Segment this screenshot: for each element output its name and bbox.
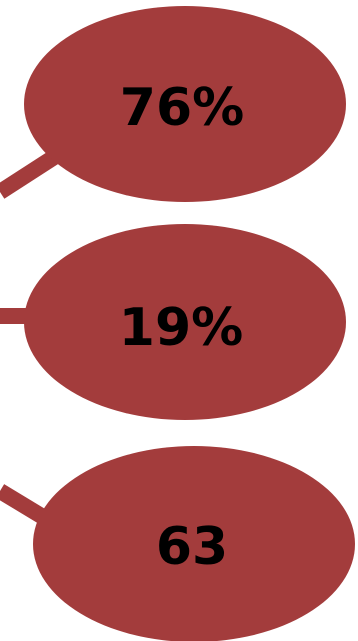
connector-line-3 (0, 484, 53, 527)
node-2-label: 19% (119, 298, 243, 358)
node-1-ellipse (24, 6, 346, 202)
node-2-ellipse (24, 224, 346, 420)
node-3-label: 63 (156, 517, 228, 577)
node-1: 76% (24, 6, 346, 202)
node-2: 19% (24, 224, 346, 420)
node-1-label: 76% (120, 78, 244, 138)
node-3-ellipse (33, 446, 355, 641)
node-3: 63 (33, 446, 355, 641)
